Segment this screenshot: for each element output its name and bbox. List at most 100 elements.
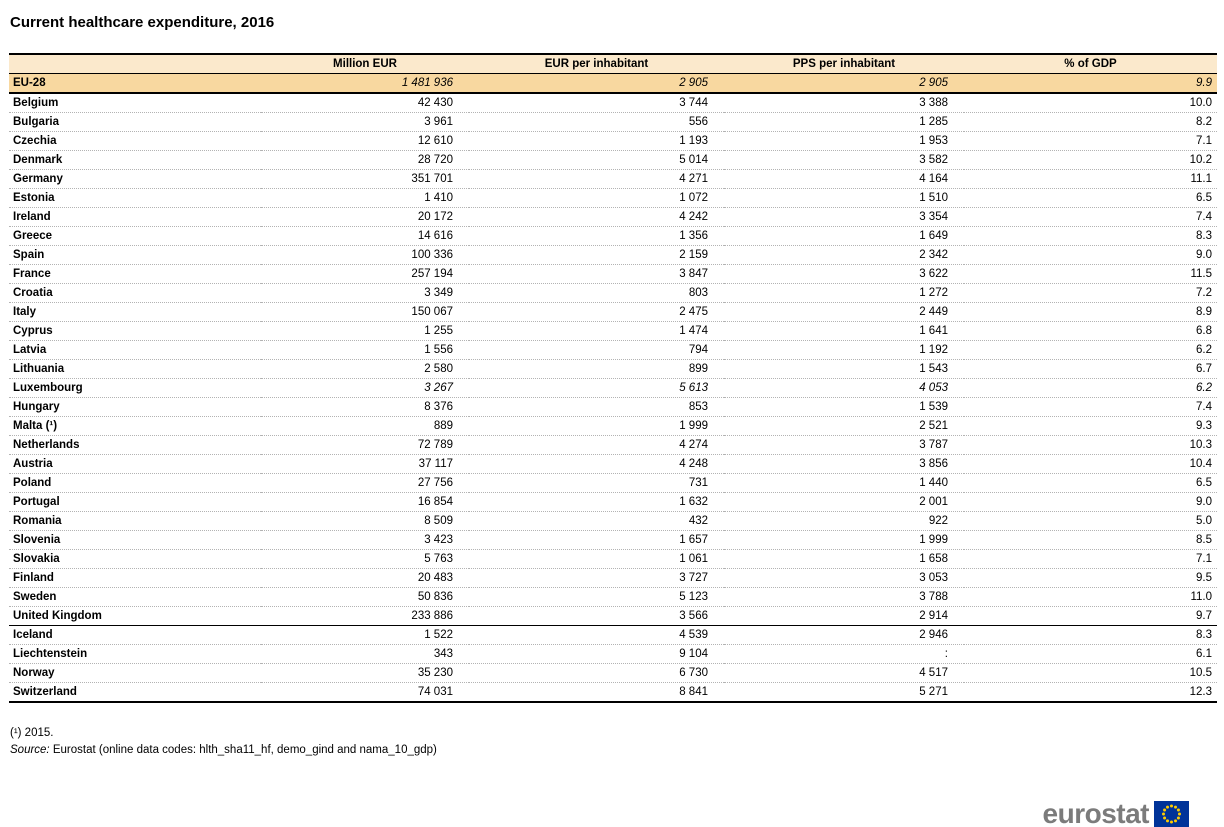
value-cell: 3 354: [919, 211, 948, 223]
value-cell: 6.2: [1196, 382, 1212, 394]
value-cell: 257 194: [411, 268, 453, 280]
table-row: Latvia 1 556 794 1 192 6.2: [9, 340, 1217, 360]
country-cell: Lithuania: [13, 363, 65, 375]
table-row: Liechtenstein 343 9 104: 6.1: [9, 644, 1217, 664]
value-cell: 1 999: [679, 420, 708, 432]
value-cell: 3 582: [919, 154, 948, 166]
header-pct-of-gdp: % of GDP: [964, 53, 1217, 74]
value-cell: 7.1: [1196, 553, 1212, 565]
eu-flag-icon: [1154, 801, 1189, 827]
value-cell: 2 946: [919, 629, 948, 641]
value-cell: 3 788: [919, 591, 948, 603]
value-cell: 11.1: [1190, 173, 1212, 185]
value-cell: 3 423: [424, 534, 453, 546]
table-row: Slovakia 5 763 1 061 1 658 7.1: [9, 549, 1217, 569]
table-row: Spain 100 336 2 159 2 342 9.0: [9, 245, 1217, 265]
page-title: Current healthcare expenditure, 2016: [10, 14, 275, 31]
value-cell: 1 285: [919, 116, 948, 128]
value-cell: 12.3: [1189, 686, 1212, 698]
value-cell: 731: [688, 477, 708, 489]
header-pps-per-inhabitant: PPS per inhabitant: [724, 53, 964, 74]
value-cell: 1 649: [919, 230, 948, 242]
value-cell: 10.0: [1189, 97, 1212, 109]
value-cell: 6.8: [1196, 325, 1212, 337]
value-cell: 556: [688, 116, 708, 128]
country-cell: Latvia: [13, 344, 47, 356]
country-cell: France: [13, 268, 51, 280]
table-header: Million EUR EUR per inhabitant PPS per i…: [9, 53, 1217, 74]
table-row: France 257 194 3 847 3 622 11.5: [9, 264, 1217, 284]
value-cell: 20 483: [417, 572, 453, 584]
value-cell: 3 267: [424, 382, 453, 394]
value-cell: 1 481 936: [401, 77, 453, 89]
table-row: Denmark 28 720 5 014 3 582 10.2: [9, 150, 1217, 170]
country-cell: Slovenia: [13, 534, 61, 546]
table-body: EU-28 1 481 936 2 905 2 905 9.9 Belgium 42 430…: [9, 73, 1217, 702]
table-row: Hungary 8 376 853 1 539 7.4: [9, 397, 1217, 417]
table-row: United Kingdom 233 886 3 566 2 914 9.7: [9, 606, 1217, 626]
country-cell: Estonia: [13, 192, 55, 204]
table-row: Lithuania 2 580 899 1 543 6.7: [9, 359, 1217, 379]
table-row: Switzerland 74 031 8 841 5 271 12.3: [9, 682, 1217, 702]
value-cell: 899: [688, 363, 708, 375]
value-cell: 3 053: [919, 572, 948, 584]
table-row: Slovenia 3 423 1 657 1 999 8.5: [9, 530, 1217, 550]
value-cell: 50 836: [417, 591, 453, 603]
country-cell: Greece: [13, 230, 53, 242]
eurostat-logo-text: eurostat: [1042, 798, 1150, 827]
table-row: Sweden 50 836 5 123 3 788 11.0: [9, 587, 1217, 607]
value-cell: 5.0: [1196, 515, 1212, 527]
country-cell: United Kingdom: [13, 610, 102, 622]
value-cell: 853: [688, 401, 708, 413]
value-cell: 1 556: [424, 344, 453, 356]
country-cell: Romania: [13, 515, 62, 527]
value-cell: 9.3: [1196, 420, 1212, 432]
value-cell: 1 632: [679, 496, 708, 508]
value-cell: 3 622: [919, 268, 948, 280]
value-cell: 1 410: [424, 192, 453, 204]
value-cell: 2 475: [679, 306, 708, 318]
country-cell: Liechtenstein: [13, 648, 88, 660]
table-row: Greece 14 616 1 356 1 649 8.3: [9, 226, 1217, 246]
table-row: Malta (¹) 889 1 999 2 521 9.3: [9, 416, 1217, 436]
value-cell: 4 539: [679, 629, 708, 641]
source-text: Eurostat (online data codes: hlth_sha11_…: [52, 743, 437, 756]
value-cell: 5 014: [679, 154, 708, 166]
table-row: Luxembourg 3 267 5 613 4 053 6.2: [9, 378, 1217, 398]
table-row: Netherlands 72 789 4 274 3 787 10.3: [9, 435, 1217, 455]
country-cell: Finland: [13, 572, 54, 584]
value-cell: 3 856: [919, 458, 948, 470]
country-cell: Austria: [13, 458, 53, 470]
value-cell: 3 566: [679, 610, 708, 622]
header-eur-per-inhabitant: EUR per inhabitant: [469, 53, 724, 74]
value-cell: 150 067: [411, 306, 453, 318]
value-cell: 8.3: [1196, 629, 1212, 641]
country-cell: Germany: [13, 173, 63, 185]
country-cell: Italy: [13, 306, 37, 318]
value-cell: 28 720: [417, 154, 453, 166]
country-cell: Malta (¹): [13, 420, 58, 432]
value-cell: 3 961: [424, 116, 453, 128]
value-cell: 6.5: [1196, 477, 1212, 489]
country-cell: Switzerland: [13, 686, 77, 698]
table-row: Austria 37 117 4 248 3 856 10.4: [9, 454, 1217, 474]
value-cell: 10.4: [1189, 458, 1212, 470]
value-cell: 6.5: [1196, 192, 1212, 204]
table-row: Croatia 3 349 803 1 272 7.2: [9, 283, 1217, 303]
value-cell: 432: [688, 515, 708, 527]
value-cell: 3 787: [919, 439, 948, 451]
value-cell: 27 756: [417, 477, 453, 489]
value-cell: 9.5: [1196, 572, 1212, 584]
country-cell: Cyprus: [13, 325, 53, 337]
value-cell: 1 522: [424, 629, 453, 641]
source-line: Source: Eurostat (online data codes: hlt…: [10, 742, 1217, 759]
table-row: Cyprus 1 255 1 474 1 641 6.8: [9, 321, 1217, 341]
value-cell: 1 543: [919, 363, 948, 375]
source-label: Source:: [10, 743, 50, 756]
value-cell: 1 657: [679, 534, 708, 546]
value-cell: 5 123: [679, 591, 708, 603]
value-cell: 8.3: [1196, 230, 1212, 242]
value-cell: 2 580: [424, 363, 453, 375]
value-cell: 1 474: [679, 325, 708, 337]
